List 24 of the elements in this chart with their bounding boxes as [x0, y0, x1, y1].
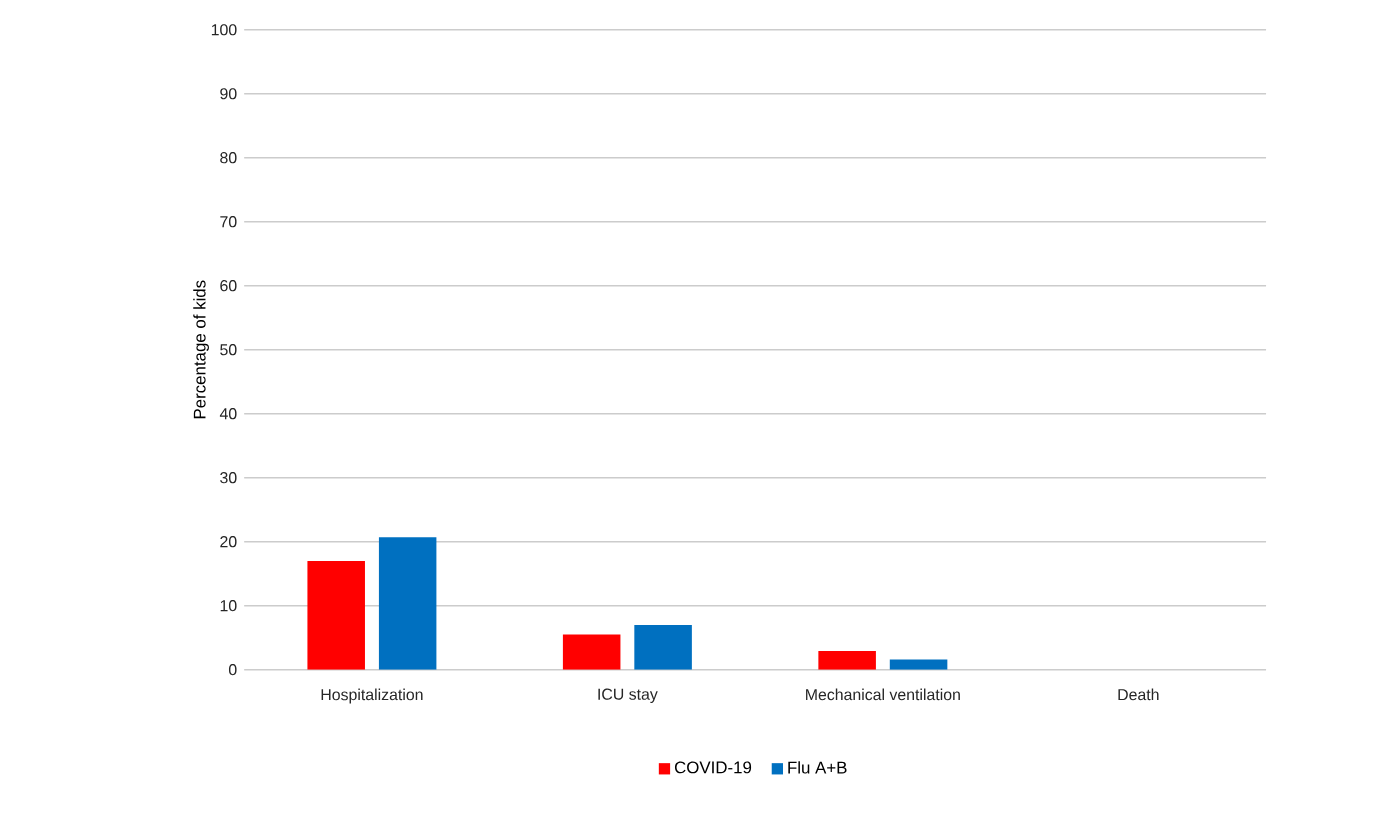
- legend-label: COVID-19: [674, 761, 752, 774]
- x-tick-label: Mechanical ventilation: [806, 688, 960, 701]
- y-tick-label: 70: [220, 215, 237, 228]
- y-tick-label: 10: [220, 599, 237, 612]
- y-axis-title: Percentage of kids: [193, 280, 209, 418]
- y-tick-label: 90: [220, 87, 237, 100]
- x-tick-label: ICU stay: [598, 688, 658, 703]
- bar: [818, 650, 876, 670]
- y-tick-label: 30: [220, 471, 237, 484]
- bar: [634, 624, 692, 670]
- bar: [889, 659, 948, 670]
- y-tick-label: 100: [211, 23, 237, 36]
- y-tick-label: 50: [220, 343, 237, 356]
- y-tick-label: 60: [220, 279, 237, 292]
- y-tick-label: 20: [220, 535, 237, 548]
- bar: [562, 634, 621, 670]
- legend-label: Flu A+B: [788, 760, 847, 774]
- y-tick-label: 40: [219, 407, 237, 420]
- x-tick-label: Death: [1118, 688, 1159, 701]
- x-tick-label: Hospitalization: [321, 688, 423, 704]
- y-tick-label: 80: [220, 151, 237, 164]
- y-tick-label: 0: [228, 663, 237, 676]
- bar: [307, 560, 365, 670]
- bar: [378, 537, 437, 670]
